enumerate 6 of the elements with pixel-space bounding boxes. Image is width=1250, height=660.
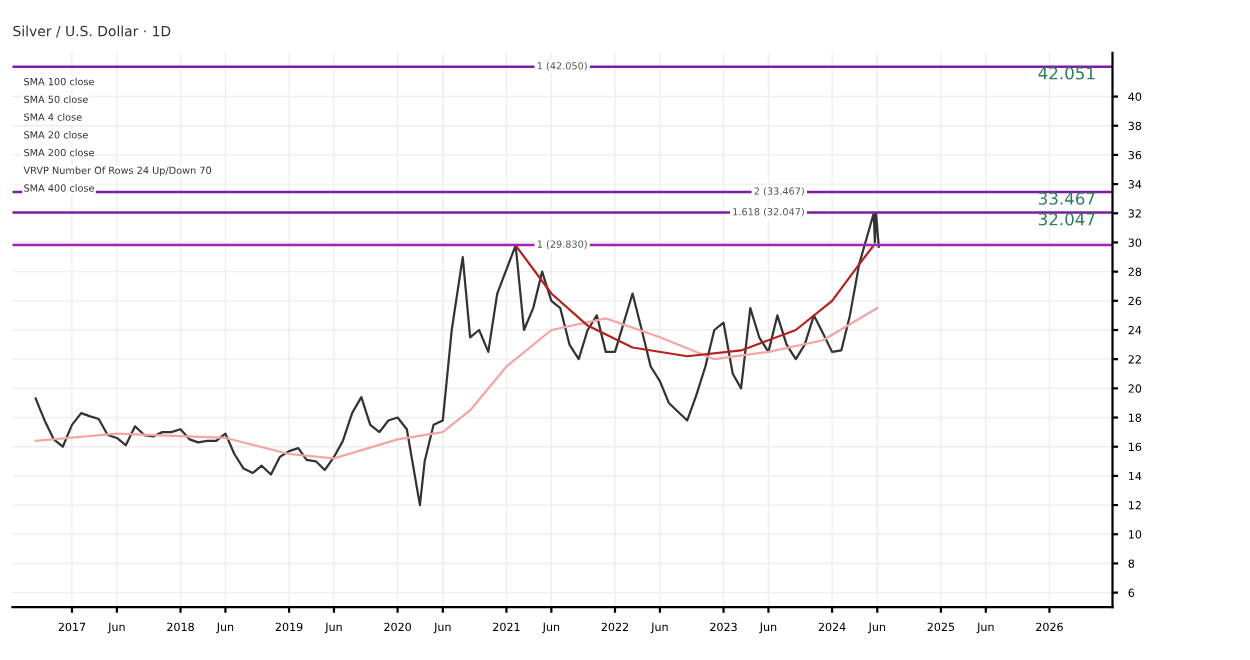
line-series	[34, 307, 879, 460]
line-series	[514, 244, 875, 358]
ref-line-label: 32.047	[1038, 212, 1095, 226]
ref-line-label: 33.467	[1038, 192, 1095, 205]
line-series	[34, 212, 880, 507]
ref-line-label: 42.051	[1038, 66, 1095, 80]
